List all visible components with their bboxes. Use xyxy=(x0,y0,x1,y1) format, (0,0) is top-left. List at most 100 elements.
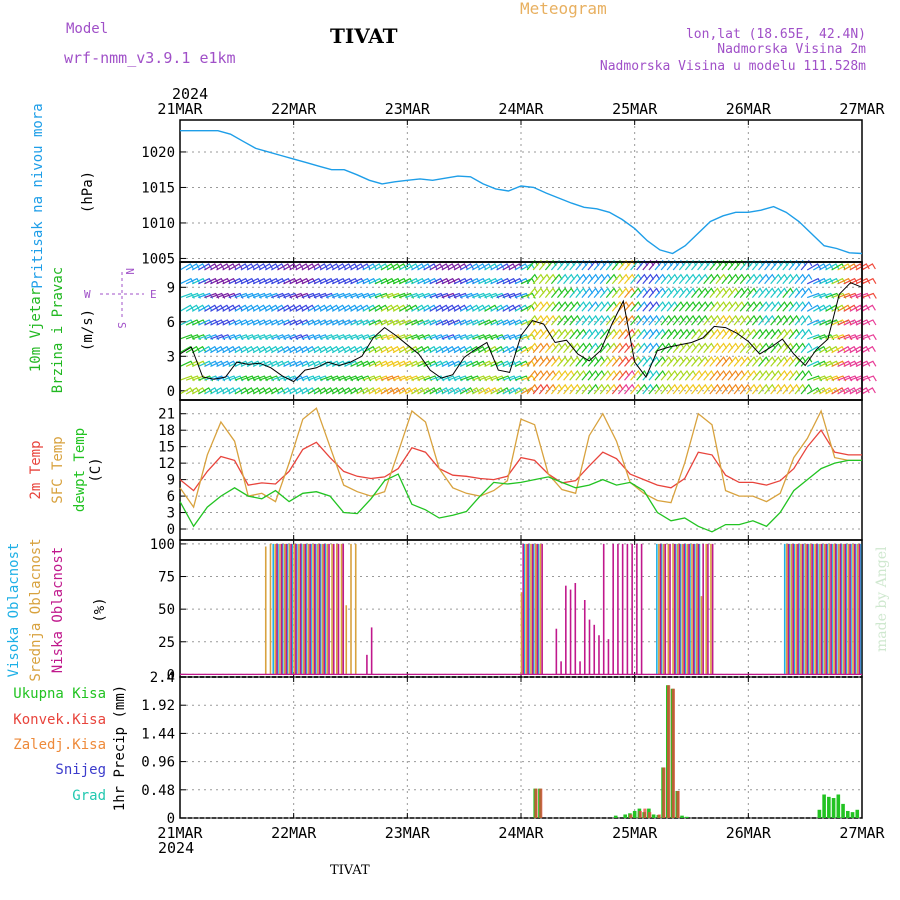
date-label-bottom: 24MAR xyxy=(498,824,544,842)
wind-barb xyxy=(617,369,630,381)
wind-barb xyxy=(782,314,795,326)
wind-barb xyxy=(465,277,481,285)
wind-barb xyxy=(246,319,262,326)
wind-barb xyxy=(593,369,606,381)
wind-barb xyxy=(624,342,636,354)
wind-barb xyxy=(210,360,225,367)
wind-barb xyxy=(819,345,834,354)
wind-barb xyxy=(179,263,194,271)
wind-barb xyxy=(684,314,697,326)
wind-barb xyxy=(678,314,691,326)
wind-barb xyxy=(496,319,512,326)
wind-barb xyxy=(313,387,328,395)
wind-barb xyxy=(575,273,588,285)
wind-barb xyxy=(386,277,402,285)
wind-barb xyxy=(362,277,378,285)
date-label-top: 21MAR xyxy=(157,100,203,118)
wind-barb xyxy=(739,383,752,395)
wind-barb xyxy=(423,319,439,326)
pressure-station-label: Pritisak na nivou mora xyxy=(30,103,46,288)
wind-barb xyxy=(532,342,545,354)
wind-barb xyxy=(660,301,673,312)
wind-barb xyxy=(739,273,752,285)
precip-total-bar xyxy=(841,803,845,818)
wind-barb xyxy=(617,273,630,285)
wind-barb xyxy=(429,277,445,285)
wind-barb xyxy=(246,387,261,395)
wind-barb xyxy=(697,383,709,395)
wind-barb xyxy=(307,277,323,285)
wind-barb xyxy=(435,277,451,285)
wind-barb xyxy=(794,356,807,367)
precip-total-bar xyxy=(651,814,656,818)
wind-barb xyxy=(258,387,274,395)
wind-barb xyxy=(654,273,667,285)
wind-barb xyxy=(642,273,655,285)
wind-barb xyxy=(362,263,377,271)
wind-barb xyxy=(307,360,323,367)
watermark: made by Angel xyxy=(874,546,890,652)
wind-barb xyxy=(587,342,600,354)
precip-total-bar xyxy=(680,815,684,818)
wind-barb xyxy=(496,345,511,354)
wind-barb xyxy=(222,319,238,326)
wind-barb xyxy=(794,259,807,271)
wind-ytick-label: 6 xyxy=(167,315,175,331)
wind-barb xyxy=(758,342,770,354)
wind-barb xyxy=(611,273,624,285)
wind-barb xyxy=(831,387,846,395)
wind-barb xyxy=(648,342,661,354)
wind-barb xyxy=(453,263,468,271)
wind-barb xyxy=(283,319,298,326)
wind-barb xyxy=(258,319,274,326)
wind-barb xyxy=(593,259,606,271)
wind-barb xyxy=(283,360,298,367)
wind-barb xyxy=(325,277,341,285)
wind-barb xyxy=(654,383,667,395)
wind-barb xyxy=(374,304,389,312)
compass-s: S xyxy=(115,322,128,329)
wind-barb xyxy=(703,273,715,285)
wind-barb xyxy=(727,328,740,340)
wind-barb xyxy=(544,328,557,340)
wind-barb xyxy=(782,273,795,285)
wind-barb xyxy=(198,277,213,285)
wind-barb xyxy=(678,369,691,381)
wind-barb xyxy=(496,277,512,285)
wind-barb xyxy=(538,314,551,326)
wind-compass: N S W E xyxy=(84,268,157,329)
wind-barb xyxy=(672,259,685,271)
wind-barb xyxy=(691,273,703,285)
wind-barb xyxy=(258,263,274,271)
wind-barb xyxy=(758,287,770,298)
wind-barb xyxy=(837,263,852,271)
wind-barb xyxy=(258,304,274,312)
wind-barb xyxy=(490,387,505,395)
wind-barb xyxy=(544,273,557,285)
wind-barb xyxy=(526,342,539,354)
precip-total-bar xyxy=(822,794,826,818)
wind-barb xyxy=(733,314,746,326)
wind-barb xyxy=(630,273,642,285)
wind-barb xyxy=(758,301,770,312)
precip-total-label: Ukupna Kisa xyxy=(13,686,106,702)
wind-barb xyxy=(222,277,238,285)
cloud-mid-label: Srednja Oblacnost xyxy=(28,538,44,681)
wind-barb xyxy=(191,360,207,367)
wind-barb xyxy=(544,369,557,381)
wind-barb xyxy=(782,356,795,367)
wind-barb xyxy=(758,369,770,381)
wind-barb xyxy=(733,356,746,367)
wind-barb xyxy=(325,319,341,326)
wind-barb xyxy=(179,319,195,326)
wind-barb xyxy=(630,356,642,367)
wind-barb xyxy=(301,319,317,326)
wind-barb xyxy=(550,369,563,381)
wind-barb xyxy=(630,301,642,312)
wind-barb xyxy=(374,360,390,367)
wind-barb xyxy=(502,277,518,285)
wind-barb xyxy=(350,277,365,285)
wind-barb xyxy=(544,342,557,354)
wind-barb xyxy=(813,263,828,271)
wind-barb xyxy=(307,263,322,271)
